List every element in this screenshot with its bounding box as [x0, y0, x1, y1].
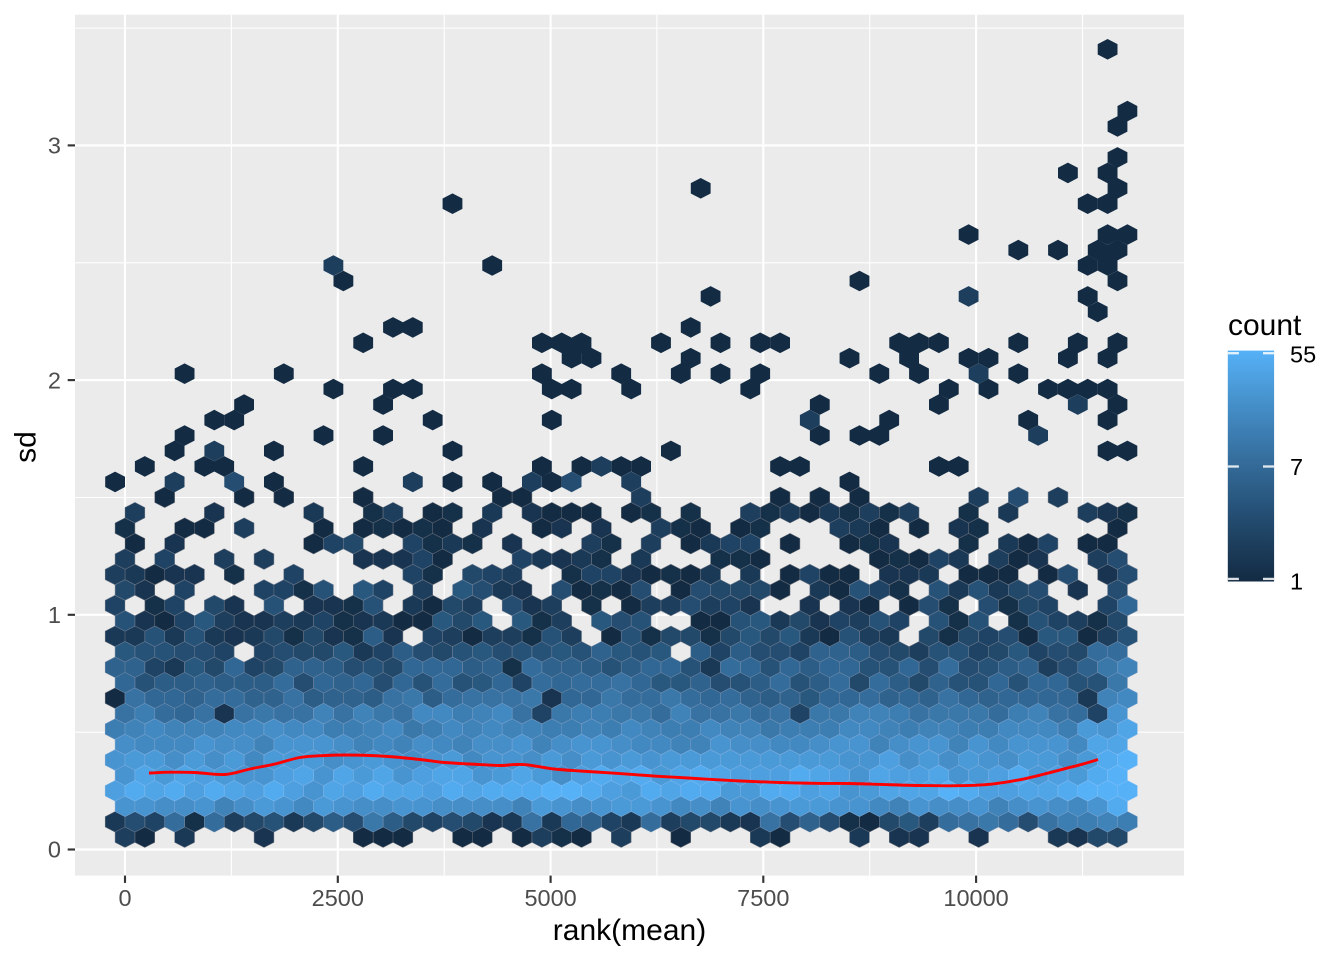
- svg-text:3: 3: [48, 133, 61, 159]
- svg-text:7: 7: [1290, 454, 1303, 480]
- svg-text:0: 0: [118, 885, 131, 911]
- svg-text:1: 1: [1290, 568, 1303, 594]
- svg-text:0: 0: [48, 837, 61, 863]
- svg-text:sd: sd: [10, 431, 43, 463]
- svg-text:1: 1: [48, 602, 61, 628]
- svg-text:2500: 2500: [312, 885, 364, 911]
- svg-text:2: 2: [48, 367, 61, 393]
- svg-text:55: 55: [1290, 341, 1316, 367]
- svg-text:7500: 7500: [737, 885, 789, 911]
- svg-text:5000: 5000: [524, 885, 576, 911]
- svg-text:rank(mean): rank(mean): [553, 914, 706, 947]
- svg-text:10000: 10000: [943, 885, 1008, 911]
- svg-text:count: count: [1228, 309, 1302, 342]
